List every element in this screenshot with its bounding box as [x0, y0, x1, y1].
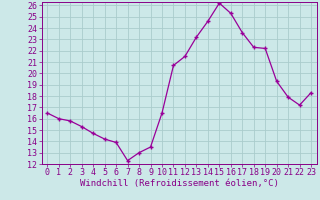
X-axis label: Windchill (Refroidissement éolien,°C): Windchill (Refroidissement éolien,°C) — [80, 179, 279, 188]
